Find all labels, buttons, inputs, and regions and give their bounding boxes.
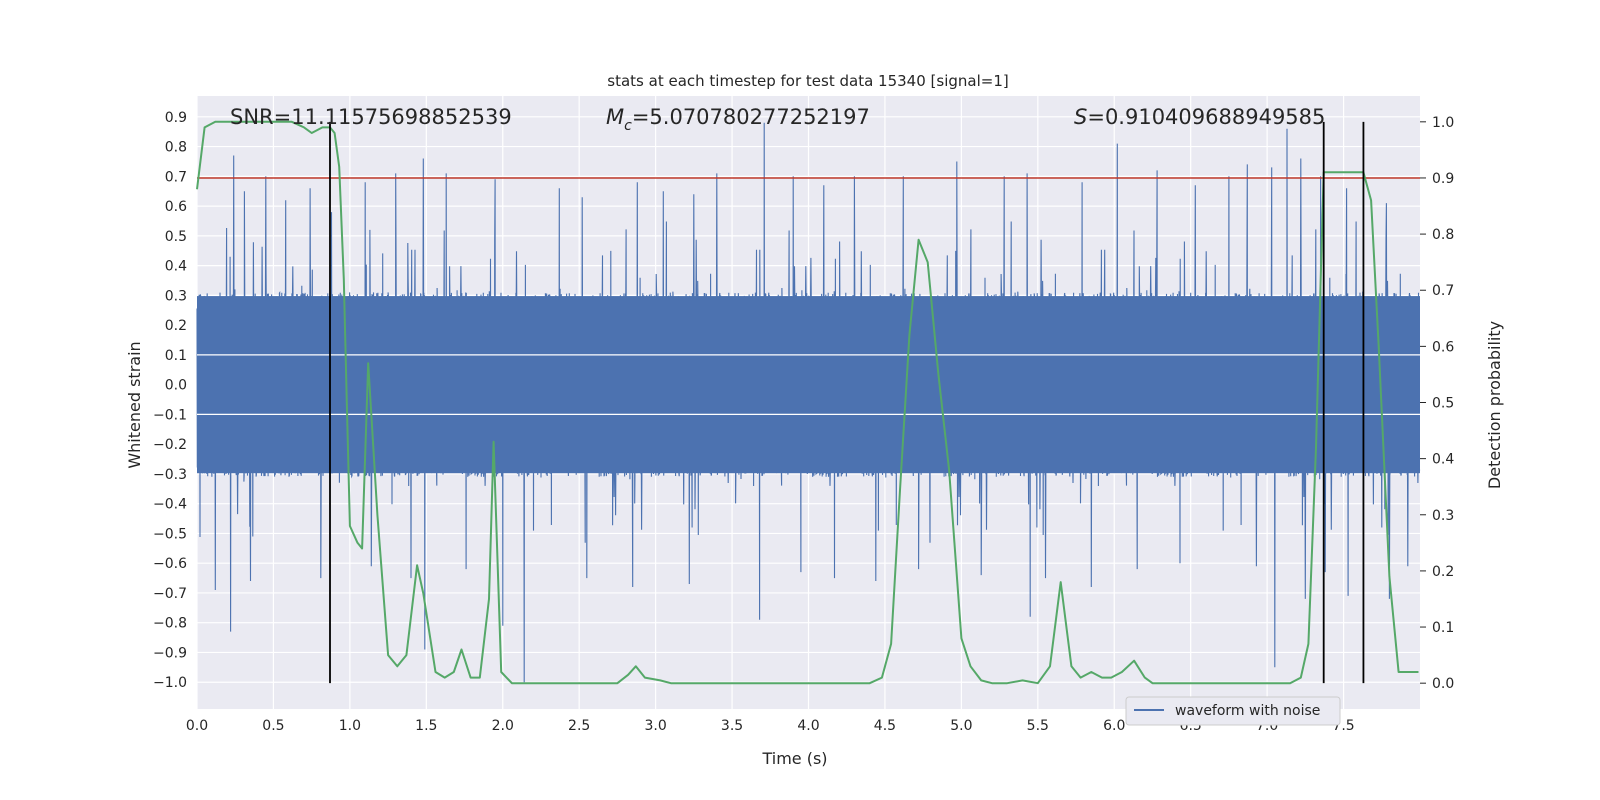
- y2-tick-label: 0.7: [1432, 283, 1454, 299]
- y2-axis-label: Detection probability: [1485, 321, 1504, 489]
- s-value: =0.910409688949585: [1087, 105, 1325, 129]
- y-tick-label: −0.5: [153, 526, 187, 542]
- y2-tick-label: 0.8: [1432, 227, 1454, 243]
- y2-tick-label: 0.2: [1432, 564, 1454, 580]
- mc-symbol: M: [606, 105, 624, 129]
- waveform-series: [196, 122, 1421, 683]
- s-symbol: S: [1074, 105, 1087, 129]
- x-tick-label: 3.5: [721, 718, 743, 734]
- x-tick-label: 1.0: [339, 718, 361, 734]
- y2-tick-label: 0.3: [1432, 508, 1454, 524]
- probability-series: [196, 120, 1420, 685]
- y2-tick-label: 0.9: [1432, 171, 1454, 187]
- mc-subscript: c: [624, 118, 632, 134]
- y-tick-label: −0.6: [153, 556, 187, 572]
- axes: 0.0 0.5 1.0 1.5 2.0 2.5 3.0 3.5 4.0 4.5 5.0 5.5 6.0 6…: [153, 110, 1454, 734]
- legend-box: [1125, 696, 1341, 726]
- y-tick-label: −0.1: [153, 407, 187, 423]
- y-tick-label: 0.0: [165, 378, 187, 394]
- snr-annotation: SNR=11.11575698852539: [230, 105, 512, 129]
- x-tick-label: 0.5: [262, 718, 284, 734]
- y2-tick-label: 1.0: [1432, 115, 1454, 131]
- mc-annotation: Mc=5.070780277252197: [606, 105, 870, 134]
- y-tick-label: −0.8: [153, 616, 187, 632]
- mc-value: =5.070780277252197: [632, 105, 870, 129]
- y-tick-label: 0.4: [165, 259, 187, 275]
- x-tick-label: 5.0: [950, 718, 972, 734]
- x-axis-label: Time (s): [761, 749, 827, 768]
- y-axis-label: Whitened strain: [125, 341, 144, 468]
- waveform-core: [197, 296, 1420, 474]
- chart-title: stats at each timestep for test data 153…: [607, 72, 1008, 90]
- x-tick-label: 4.0: [797, 718, 819, 734]
- y2-tick-label: 0.6: [1432, 339, 1454, 355]
- x-tick-label: 2.5: [568, 718, 590, 734]
- y-tick-label: 0.8: [165, 140, 187, 156]
- legend[interactable]: waveform with noise: [1125, 696, 1341, 726]
- probability-line: [196, 120, 1419, 685]
- y-tick-label: −0.2: [153, 437, 187, 453]
- y-tick-label: −0.4: [153, 497, 187, 513]
- y2-tick-label: 0.1: [1432, 620, 1454, 636]
- x-tick-label: 2.0: [492, 718, 514, 734]
- legend-label: waveform with noise: [1175, 703, 1320, 719]
- y2-tick-label: 0.4: [1432, 452, 1454, 468]
- y2-tick-label: 0.0: [1432, 676, 1454, 692]
- y-tick-label: −1.0: [153, 675, 187, 691]
- x-tick-label: 4.5: [874, 718, 896, 734]
- y-tick-label: 0.5: [165, 229, 187, 245]
- y2-tick-label: 0.5: [1432, 396, 1454, 412]
- y-tick-label: 0.9: [165, 110, 187, 126]
- y-tick-label: −0.9: [153, 645, 187, 661]
- y-tick-label: −0.3: [153, 467, 187, 483]
- x-tick-label: 3.0: [644, 718, 666, 734]
- y-tick-label: −0.7: [153, 586, 187, 602]
- x-tick-label: 6.0: [1103, 718, 1125, 734]
- y-tick-label: 0.3: [165, 288, 187, 304]
- x-tick-label: 5.5: [1027, 718, 1049, 734]
- marker-lines: [329, 121, 1365, 684]
- y-tick-label: 0.7: [165, 169, 187, 185]
- x-tick-label: 0.0: [186, 718, 208, 734]
- x-tick-label: 1.5: [415, 718, 437, 734]
- y-tick-label: 0.6: [165, 199, 187, 215]
- y-tick-label: 0.2: [165, 318, 187, 334]
- y-tick-label: 0.1: [165, 348, 187, 364]
- s-annotation: S=0.910409688949585: [1074, 105, 1325, 129]
